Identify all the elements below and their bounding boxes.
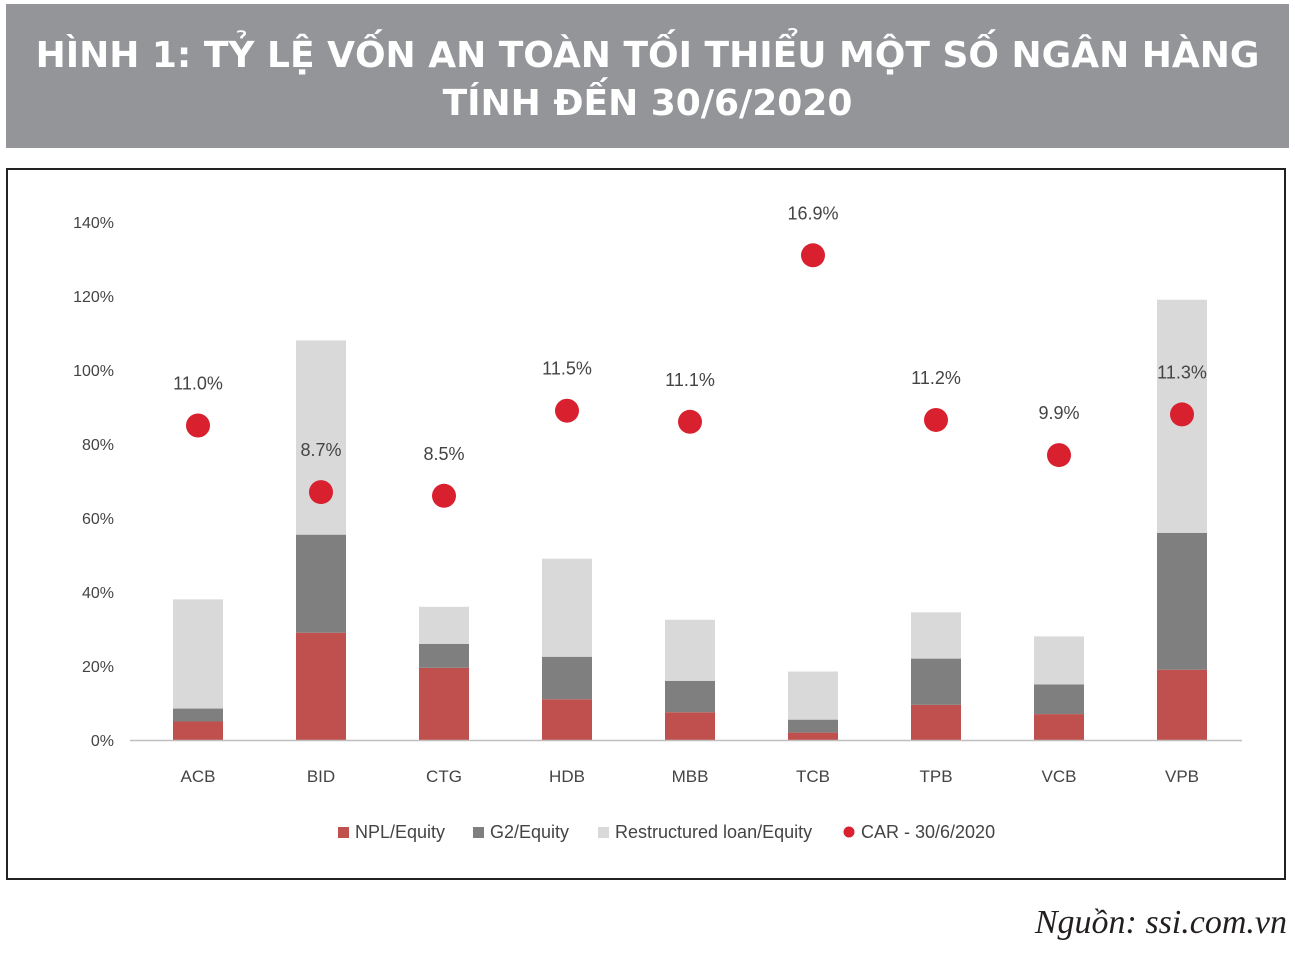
chart-frame: 11.0% 8.7% 8.5% 11.5% 11.1% 16.9% 11.2% 9.9% 11.… <box>6 168 1286 880</box>
legend-g2-label: G2/Equity <box>490 822 569 842</box>
y-tick-label: 0% <box>91 733 114 750</box>
bar-tpb-restructured <box>911 612 961 659</box>
car-data-label: 8.5% <box>423 444 464 464</box>
car-data-label: 9.9% <box>1038 403 1079 423</box>
bar-vcb-g2 <box>1034 684 1084 715</box>
car-data-label: 11.0% <box>173 374 223 394</box>
car-dots-layer: 11.0% 8.7% 8.5% 11.5% 11.1% 16.9% 11.2% 9.9% 11.… <box>173 203 1207 508</box>
y-tick-label: 80% <box>82 437 114 454</box>
x-tick-label: TCB <box>796 767 830 786</box>
car-data-label: 11.2% <box>911 368 961 388</box>
y-tick-label: 20% <box>82 659 114 676</box>
bar-ctg-npl <box>419 667 469 740</box>
bar-hdb-restructured <box>542 558 592 657</box>
bar-tcb-g2 <box>788 719 838 733</box>
chart-title-line-2: TÍNH ĐẾN 30/6/2020 <box>442 83 853 124</box>
bar-tcb-npl <box>788 732 838 740</box>
bar-vpb-npl <box>1157 669 1207 740</box>
car-point-hdb <box>555 398 579 423</box>
bar-mbb-g2 <box>665 680 715 713</box>
bar-vcb-npl <box>1034 714 1084 740</box>
car-data-label: 8.7% <box>300 440 341 460</box>
legend-npl-label: NPL/Equity <box>355 822 445 842</box>
car-point-acb <box>186 413 210 438</box>
car-data-label: 11.3% <box>1157 362 1207 382</box>
car-data-label: 11.1% <box>665 370 715 390</box>
bar-tcb-restructured <box>788 671 838 720</box>
y-tick-label: 60% <box>82 511 114 528</box>
bar-vpb-g2 <box>1157 532 1207 670</box>
car-point-mbb <box>678 409 702 434</box>
x-tick-label: ACB <box>181 767 216 786</box>
legend-restructured-swatch <box>598 827 609 838</box>
bars-layer <box>173 299 1207 740</box>
title-banner: HÌNH 1: TỶ LỆ VỐN AN TOÀN TỐI THIỂU MỘT … <box>6 4 1289 148</box>
bar-hdb-g2 <box>542 656 592 700</box>
y-tick-label: 120% <box>73 289 114 306</box>
car-data-label: 16.9% <box>787 203 838 223</box>
bar-tpb-npl <box>911 704 961 740</box>
bar-bid-npl <box>296 632 346 740</box>
bar-ctg-restructured <box>419 606 469 644</box>
x-tick-label: CTG <box>426 767 462 786</box>
y-tick-label: 40% <box>82 585 114 602</box>
bar-hdb-npl <box>542 699 592 740</box>
x-tick-label: VCB <box>1042 767 1077 786</box>
bar-tpb-g2 <box>911 658 961 705</box>
car-point-tpb <box>924 407 948 432</box>
chart-title-line-1: HÌNH 1: TỶ LỆ VỐN AN TOÀN TỐI THIỂU MỘT … <box>35 35 1260 76</box>
y-tick-label: 140% <box>73 215 114 232</box>
car-point-vcb <box>1047 443 1071 468</box>
legend-car-swatch <box>843 826 855 838</box>
bar-vcb-restructured <box>1034 636 1084 685</box>
car-point-vpb <box>1170 402 1194 427</box>
bar-acb-g2 <box>173 708 223 722</box>
axes-layer: ACB BID CTG HDB MBB TCB TPB VCB VPB 0% 20% 40% 60% 80… <box>73 215 1242 786</box>
legend-car-label: CAR - 30/6/2020 <box>861 822 995 842</box>
car-point-bid <box>309 480 333 505</box>
bar-mbb-restructured <box>665 619 715 681</box>
x-tick-label: BID <box>307 767 335 786</box>
legend-restructured-label: Restructured loan/Equity <box>615 822 812 842</box>
legend-npl-swatch <box>338 827 349 838</box>
car-data-label: 11.5% <box>542 359 592 379</box>
legend: NPL/Equity G2/Equity Restructured loan/Equ… <box>338 822 995 842</box>
x-tick-label: TPB <box>919 767 952 786</box>
car-point-ctg <box>432 483 456 508</box>
legend-g2-swatch <box>473 827 484 838</box>
source-note: Nguồn: ssi.com.vn <box>1034 904 1287 941</box>
y-tick-label: 100% <box>73 363 114 380</box>
x-tick-label: HDB <box>549 767 585 786</box>
bar-ctg-g2 <box>419 643 469 668</box>
bar-acb-npl <box>173 721 223 740</box>
x-tick-label: MBB <box>672 767 709 786</box>
car-point-tcb <box>801 243 825 268</box>
bar-acb-restructured <box>173 599 223 709</box>
bar-bid-g2 <box>296 534 346 633</box>
x-tick-label: VPB <box>1165 767 1199 786</box>
bar-mbb-npl <box>665 712 715 740</box>
chart-svg: 11.0% 8.7% 8.5% 11.5% 11.1% 16.9% 11.2% 9.9% 11.… <box>73 203 1242 842</box>
bar-bid-restructured <box>296 340 346 535</box>
